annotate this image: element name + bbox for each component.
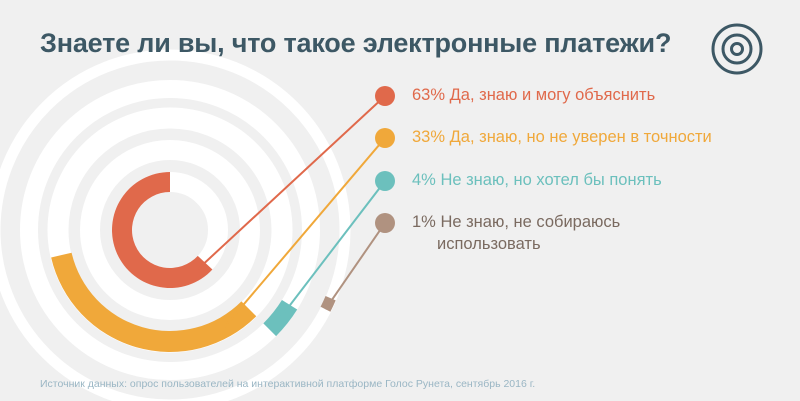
legend-item: 63% Да, знаю и могу объяснить xyxy=(412,84,655,106)
bar-arc xyxy=(112,172,213,288)
bar-arc xyxy=(51,252,257,352)
source-note: Источник данных: опрос пользователей на … xyxy=(40,378,536,390)
leader-line xyxy=(223,137,386,329)
target-icon xyxy=(711,23,763,75)
guide-ring xyxy=(0,49,351,401)
legend-dot xyxy=(375,128,395,148)
legend-dot xyxy=(375,213,395,233)
guide-ring xyxy=(80,140,260,320)
leader-line xyxy=(324,222,386,310)
legend-item: 33% Да, знаю, но не уверен в точности xyxy=(412,126,712,148)
legend-text: Не знаю, не собираюсь xyxy=(440,213,621,231)
leader-line xyxy=(278,180,386,320)
guide-ring xyxy=(20,80,320,380)
leader-line xyxy=(197,95,386,270)
legend-item: 1% Не знаю, не собираюсь использовать xyxy=(412,211,620,255)
chart-title: Знаете ли вы, что такое электронные плат… xyxy=(40,28,672,58)
legend-item: 4% Не знаю, но хотел бы понять xyxy=(412,169,662,191)
leader-lines xyxy=(197,86,395,329)
legend-percent: 63% xyxy=(412,86,450,104)
legend-percent: 1% xyxy=(412,213,441,231)
legend-dot xyxy=(375,86,395,106)
legend-text: использовать xyxy=(437,235,541,253)
legend-text: Не знаю, но хотел бы понять xyxy=(440,171,662,189)
legend-text: Да, знаю и могу объяснить xyxy=(449,86,656,104)
legend-text: Да, знаю, но не уверен в точности xyxy=(449,128,712,146)
legend-dot xyxy=(375,171,395,191)
legend-percent: 33% xyxy=(412,128,450,146)
legend-percent: 4% xyxy=(412,171,441,189)
